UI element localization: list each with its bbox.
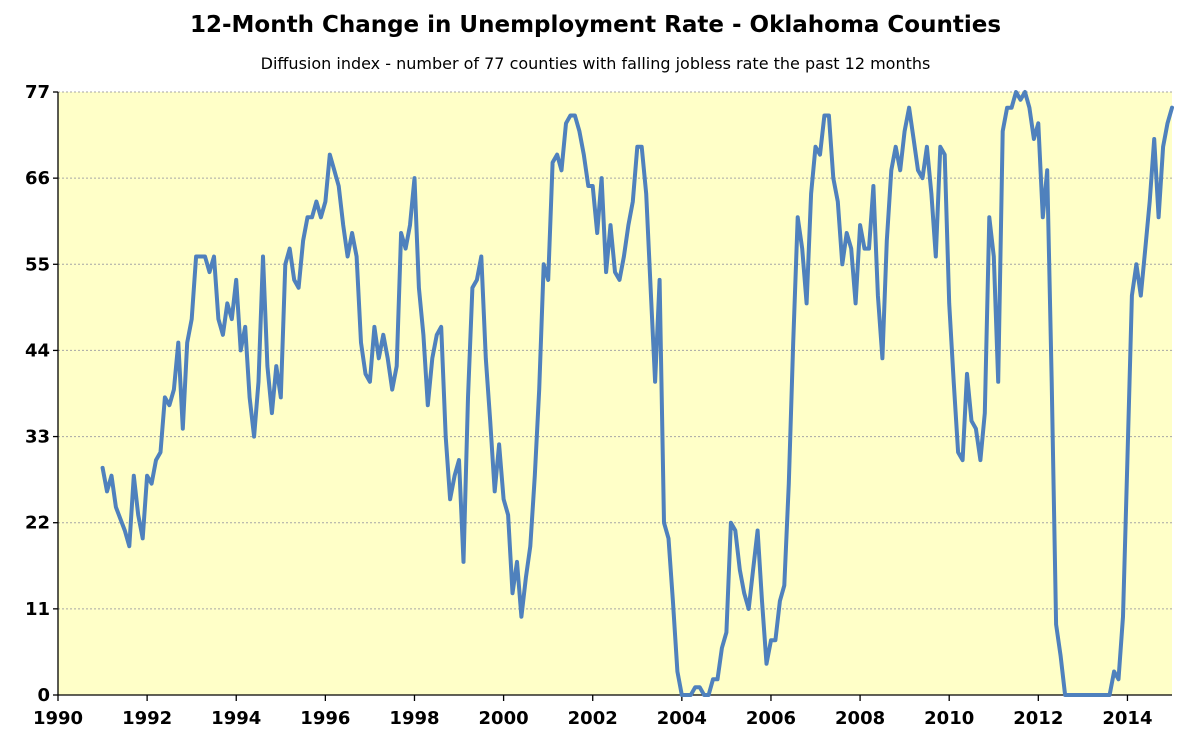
y-tick-label: 22: [25, 513, 50, 534]
x-tick-label: 1990: [33, 708, 83, 729]
x-tick-label: 2000: [479, 708, 529, 729]
y-tick-label: 0: [37, 685, 50, 706]
x-tick-label: 2002: [568, 708, 618, 729]
plot-area: [58, 92, 1172, 695]
series-layer: [100, 90, 1174, 697]
y-tick-label: 33: [25, 427, 50, 448]
x-tick-label: 2012: [1013, 708, 1063, 729]
y-tick-label: 77: [25, 82, 50, 103]
axes: [53, 91, 1172, 701]
y-tick-label: 44: [25, 340, 50, 361]
tick-labels: 0 11 22 33 44 55 66 77 1990 1992 1994 1996 1998 2000 2…: [25, 82, 1153, 729]
x-tick-label: 2014: [1102, 708, 1152, 729]
chart-subtitle: Diffusion index - number of 77 counties …: [260, 54, 931, 73]
y-tick-label: 11: [25, 599, 50, 620]
series-line: [100, 90, 1174, 697]
x-tick-label: 1992: [122, 708, 172, 729]
y-tick-label: 55: [25, 254, 50, 275]
x-tick-label: 1998: [389, 708, 439, 729]
x-tick-label: 1994: [211, 708, 261, 729]
y-tick-label: 66: [25, 168, 50, 189]
x-tick-label: 2006: [746, 708, 796, 729]
x-tick-label: 2004: [657, 708, 707, 729]
x-tick-label: 2010: [924, 708, 974, 729]
chart-title: 12-Month Change in Unemployment Rate - O…: [189, 12, 1002, 38]
x-tick-label: 2008: [835, 708, 885, 729]
x-tick-label: 1996: [300, 708, 350, 729]
